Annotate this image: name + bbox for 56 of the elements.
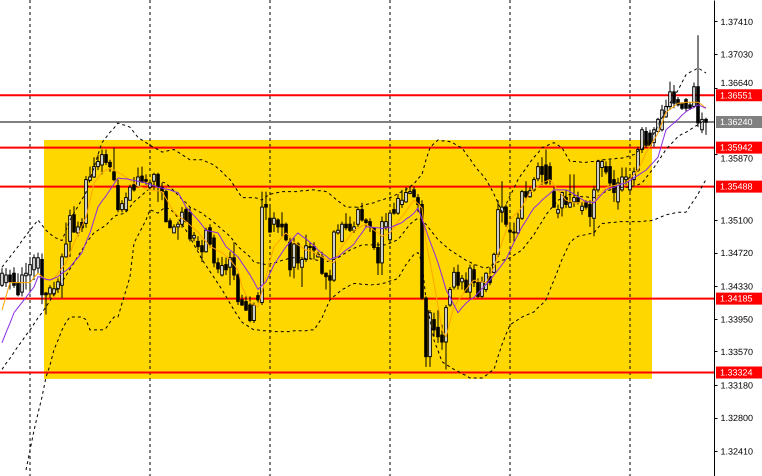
- y-tick-label: 1.33570: [720, 346, 754, 357]
- y-tick-label: 1.35870: [720, 153, 754, 164]
- candlestick: [100, 149, 104, 175]
- candlestick: [312, 242, 316, 260]
- candlestick: [684, 97, 688, 112]
- candlestick: [156, 172, 160, 202]
- candlestick: [360, 202, 364, 222]
- y-tick-label: 1.34720: [720, 248, 754, 258]
- y-tick-label: 1.37410: [720, 16, 754, 27]
- candlestick: [292, 238, 296, 279]
- candlestick: [648, 129, 652, 148]
- y-tick-label: 1.34330: [720, 282, 754, 292]
- y-tick-label: 1.33180: [720, 380, 754, 390]
- candlestick: [320, 251, 324, 276]
- y-tick-label: 1.35100: [720, 215, 754, 226]
- ref-line-label: 1.36240: [720, 117, 753, 128]
- candlestick: [464, 272, 468, 294]
- candlestick: [548, 162, 552, 186]
- candlestick: [52, 281, 56, 297]
- candlestick: [456, 264, 460, 290]
- candlestick: [280, 212, 284, 237]
- candlestick: [140, 166, 144, 184]
- candlestick: [572, 174, 576, 208]
- candlestick: [576, 191, 580, 205]
- candlestick: [144, 174, 148, 186]
- y-tick-label: 1.33950: [720, 314, 754, 324]
- candlestick: [580, 201, 584, 216]
- y-tick-label: 1.36640: [720, 78, 754, 88]
- y-tick-label: 1.32800: [720, 413, 754, 424]
- candlestick: [460, 274, 464, 290]
- candlestick: [544, 149, 548, 186]
- candlestick: [396, 194, 400, 216]
- ref-line-label: 1.33324: [720, 368, 753, 378]
- candlestick: [228, 251, 232, 286]
- candlestick: [220, 256, 224, 278]
- y-tick-label: 1.32410: [720, 446, 754, 457]
- candlestick: [348, 216, 352, 232]
- ref-line-label: 1.36551: [720, 90, 753, 100]
- candlestick: [540, 156, 544, 186]
- candlestick: [20, 266, 24, 297]
- candlestick: [4, 268, 8, 288]
- candlestick: [568, 174, 572, 208]
- candlestick: [248, 296, 252, 323]
- candlestick: [644, 126, 648, 148]
- candlestick: [92, 156, 96, 178]
- candlestick: [8, 269, 12, 290]
- y-tick-label: 1.37030: [720, 50, 754, 60]
- candlestick: [272, 212, 276, 232]
- candlestick: [308, 242, 312, 260]
- candlestick: [480, 276, 484, 299]
- ref-line-label: 1.34185: [720, 294, 753, 304]
- ref-line-label: 1.35488: [720, 182, 753, 192]
- candlestick: [252, 302, 256, 324]
- candlestick: [672, 84, 676, 109]
- candlestick: [560, 191, 564, 218]
- ref-line-label: 1.35942: [720, 142, 753, 153]
